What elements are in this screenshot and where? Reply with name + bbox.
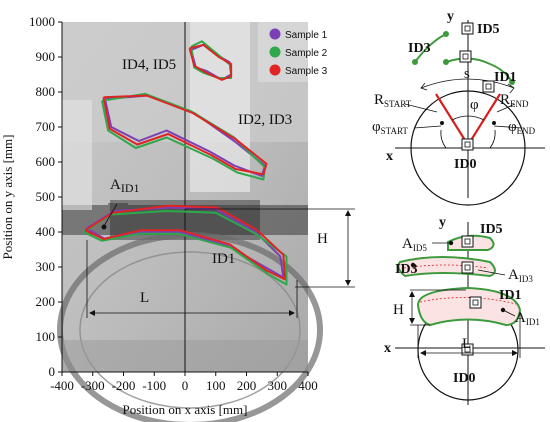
series-line-sample-2	[101, 92, 266, 181]
y-axis-label: Position on y axis [mm]	[0, 135, 15, 260]
legend-marker-sample-3	[269, 64, 281, 76]
x-tick-label: -100	[142, 378, 166, 393]
diagram-label-s: s	[464, 66, 470, 82]
y-tick-label: 200	[36, 294, 56, 309]
chart-dimensions	[86, 203, 355, 318]
diagram-label-phi: φ	[470, 97, 479, 113]
legend-marker-sample-2	[269, 46, 281, 58]
y-tick-label: 600	[36, 154, 56, 169]
diagram2-label-a-id3: AID3	[508, 267, 533, 284]
y-tick-label: 700	[36, 119, 56, 134]
diagram-geometry	[395, 20, 545, 206]
diagram2-label-id3: ID3	[395, 262, 418, 277]
diagram-label-phi-start: φSTART	[372, 119, 408, 136]
diagram-y-label: y	[447, 9, 454, 24]
series-line-sample-2	[82, 210, 288, 286]
diagram-geometry-2	[395, 222, 545, 405]
diagram-label-id5: ID5	[477, 22, 500, 37]
x-tick-label: -300	[81, 378, 105, 393]
y-tick-label: 400	[36, 224, 56, 239]
x-tick-label: -200	[112, 378, 136, 393]
x-tick-label: 400	[298, 378, 318, 393]
diagram2-label-id1: ID1	[499, 288, 522, 303]
x-tick-label: 200	[237, 378, 257, 393]
annotation-l: L	[140, 290, 149, 306]
series-line-sample-3	[188, 43, 233, 81]
y-tick-label: 800	[36, 84, 56, 99]
y-tick-label: 100	[36, 329, 56, 344]
series-line-sample-3	[102, 94, 268, 176]
series-line-sample-2	[190, 40, 233, 79]
diagram2-y-label: y	[439, 215, 446, 230]
diagram2-label-a-id5: AID5	[402, 236, 427, 253]
y-tick-label: 1000	[29, 14, 55, 29]
legend-label-sample-2: Sample 2	[285, 48, 328, 59]
legend-marker-sample-1	[269, 28, 281, 40]
annotation-h: H	[317, 231, 328, 247]
x-tick-labels: -400 -300 -200 -100 0 100 200 300 400	[50, 372, 318, 393]
diagram2-label-id0: ID0	[453, 371, 476, 386]
diagram-label-id0: ID0	[454, 157, 477, 172]
diagram2-label-id5: ID5	[480, 222, 503, 237]
diagram-label-phi-end: φEND	[508, 119, 536, 136]
x-axis-label: Position on x axis [mm]	[123, 402, 248, 417]
annotation-id2-id3: ID2, ID3	[238, 112, 292, 128]
y-tick-label: 0	[49, 364, 56, 379]
series-line-sample-3	[84, 204, 286, 281]
diagram2-x-label: x	[384, 341, 391, 356]
legend-label-sample-3: Sample 3	[285, 66, 328, 77]
y-tick-label: 900	[36, 49, 56, 64]
x-tick-label: 100	[206, 378, 226, 393]
legend-label-sample-1: Sample 1	[285, 30, 328, 41]
diagram2-label-a-id1: AID1	[515, 310, 540, 327]
annotation-id1: ID1	[212, 251, 235, 267]
diagram-label-r-end: REND	[500, 92, 529, 109]
x-tick-label: 300	[268, 378, 288, 393]
legend: Sample 1 Sample 2 Sample 3	[258, 22, 328, 82]
diagram-x-label: x	[386, 149, 393, 164]
annotation-id4-id5: ID4, ID5	[122, 57, 176, 73]
x-tick-label: 0	[182, 378, 189, 393]
diagram-label-id1: ID1	[494, 70, 517, 85]
diagram-label-r-start: RSTART	[374, 92, 412, 109]
x-tick-label: -400	[50, 378, 74, 393]
contour-series	[82, 40, 288, 286]
diagram2-label-h: H	[393, 302, 404, 318]
y-tick-label: 300	[36, 259, 56, 274]
annotation-area-a: AID1	[110, 177, 140, 195]
diagram-label-id3: ID3	[408, 41, 431, 56]
y-tick-labels: 0 100 200 300 400 500 600 700 800 900 1000	[29, 14, 62, 379]
diagram2-label-l: L	[462, 336, 471, 352]
y-tick-label: 500	[36, 189, 56, 204]
